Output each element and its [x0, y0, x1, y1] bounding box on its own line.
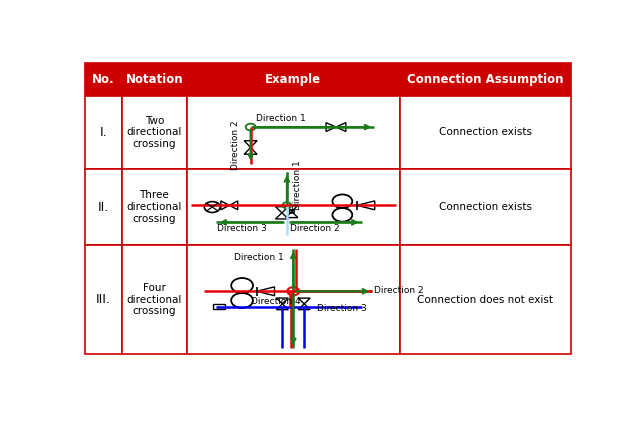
Bar	[85, 63, 571, 95]
Bar	[400, 95, 571, 169]
Text: III.: III.	[96, 293, 111, 306]
Text: Example: Example	[265, 73, 321, 86]
Text: Connection Assumption: Connection Assumption	[407, 73, 564, 86]
Bar	[122, 245, 187, 354]
Text: Direction 3: Direction 3	[317, 304, 366, 313]
Text: Four
directional
crossing: Four directional crossing	[127, 283, 182, 316]
Polygon shape	[275, 207, 289, 213]
Polygon shape	[298, 298, 310, 304]
Text: Direction 2: Direction 2	[374, 286, 423, 295]
Bar	[85, 95, 122, 169]
Bar	[187, 169, 400, 245]
Text: I.: I.	[100, 126, 108, 139]
Polygon shape	[276, 304, 289, 310]
Polygon shape	[244, 141, 257, 148]
Polygon shape	[221, 201, 229, 210]
Text: Direction 1: Direction 1	[255, 114, 305, 123]
Polygon shape	[326, 122, 336, 131]
Polygon shape	[276, 298, 289, 304]
Polygon shape	[244, 148, 257, 154]
Text: Connection does not exist: Connection does not exist	[417, 295, 554, 305]
Text: Direction 4: Direction 4	[251, 297, 300, 306]
Text: Direction 2: Direction 2	[231, 121, 240, 170]
Text: No.: No.	[92, 73, 115, 86]
Polygon shape	[229, 201, 237, 210]
Bar	[187, 245, 400, 354]
Bar	[400, 169, 571, 245]
Bar	[122, 95, 187, 169]
Bar	[187, 95, 400, 169]
Bar	[212, 304, 225, 309]
Text: Three
directional
crossing: Three directional crossing	[127, 191, 182, 224]
Bar	[122, 169, 187, 245]
Text: Direction 1: Direction 1	[293, 160, 302, 210]
Polygon shape	[257, 287, 275, 296]
Text: Notation: Notation	[125, 73, 183, 86]
Text: Two
directional
crossing: Two directional crossing	[127, 115, 182, 149]
Bar	[400, 245, 571, 354]
Polygon shape	[286, 211, 298, 217]
Polygon shape	[275, 213, 289, 219]
Polygon shape	[286, 206, 298, 211]
Text: Connection exists: Connection exists	[439, 202, 532, 212]
Text: Direction 2: Direction 2	[291, 224, 340, 233]
Text: Connection exists: Connection exists	[439, 127, 532, 137]
Bar	[85, 169, 122, 245]
Polygon shape	[357, 201, 375, 210]
Polygon shape	[298, 304, 310, 310]
Text: II.: II.	[98, 201, 109, 213]
Text: Direction 3: Direction 3	[218, 224, 268, 233]
Text: Direction 1: Direction 1	[234, 253, 284, 262]
Bar	[85, 245, 122, 354]
Polygon shape	[336, 122, 346, 131]
